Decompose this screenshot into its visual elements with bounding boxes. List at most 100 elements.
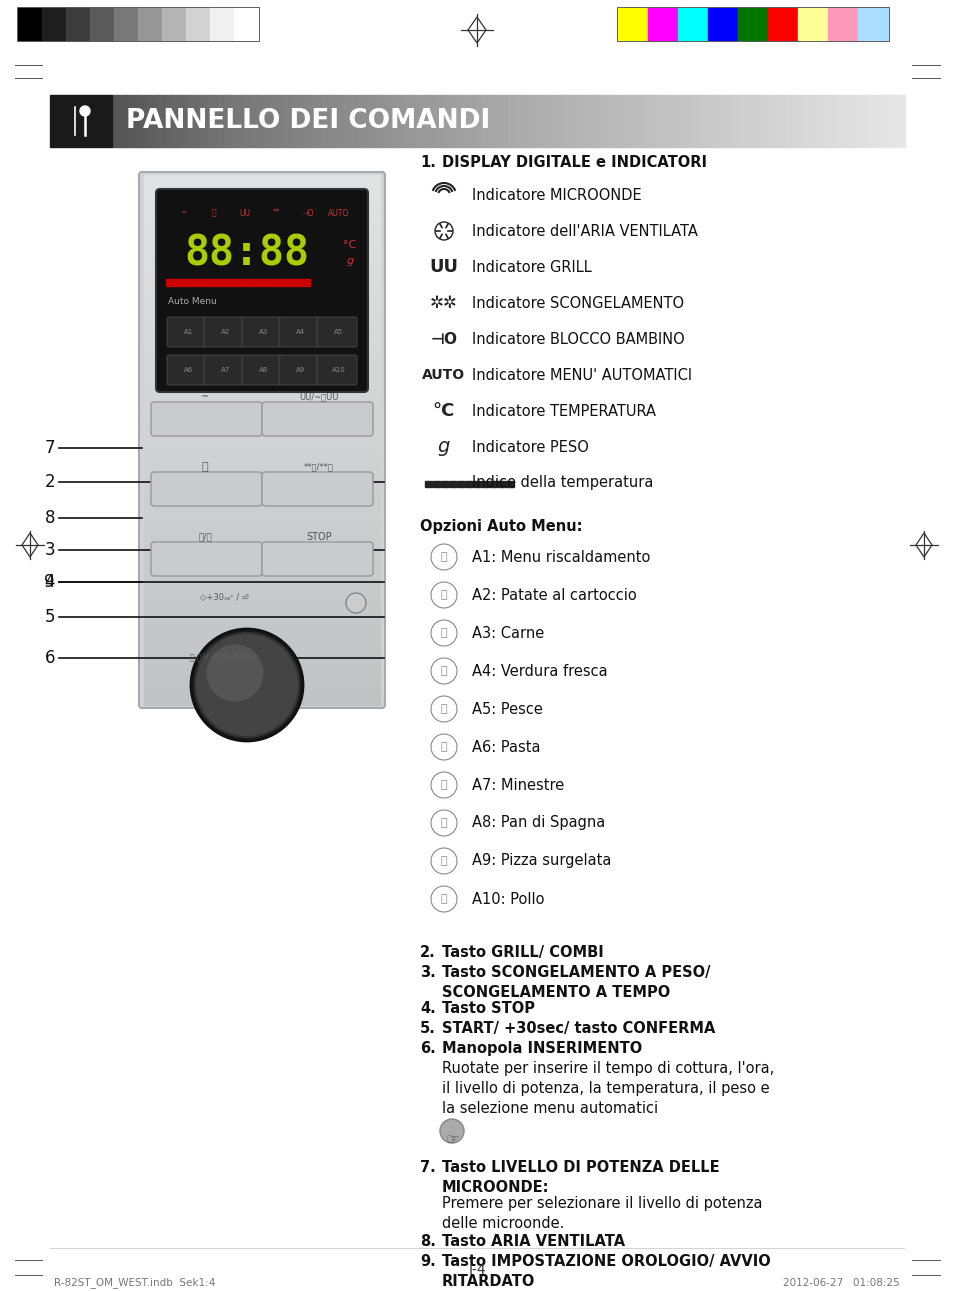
Bar xyxy=(271,96,277,147)
Bar xyxy=(488,96,496,147)
Bar xyxy=(733,96,740,147)
Text: AUTO: AUTO xyxy=(328,209,349,217)
Text: 1.: 1. xyxy=(419,155,436,170)
Bar xyxy=(456,482,463,487)
Bar xyxy=(442,96,449,147)
Bar xyxy=(178,96,185,147)
Bar xyxy=(144,453,379,466)
Text: 2.: 2. xyxy=(419,945,436,961)
Text: g: g xyxy=(346,256,354,266)
Bar xyxy=(144,320,379,334)
Bar xyxy=(144,546,379,559)
Bar xyxy=(678,8,707,40)
Bar xyxy=(356,96,363,147)
Bar xyxy=(132,96,139,147)
Text: START/ +30sec/ tasto CONFERMA: START/ +30sec/ tasto CONFERMA xyxy=(441,1021,715,1035)
Text: ⎈: ⎈ xyxy=(201,462,208,473)
Bar xyxy=(166,279,178,287)
Bar xyxy=(402,96,410,147)
Text: 3: 3 xyxy=(45,541,55,559)
Bar xyxy=(283,279,294,287)
Bar xyxy=(144,466,379,480)
Bar xyxy=(144,254,379,267)
Bar xyxy=(508,96,515,147)
Bar xyxy=(125,96,132,147)
Circle shape xyxy=(439,1119,463,1143)
Text: 7: 7 xyxy=(45,439,55,457)
Bar xyxy=(456,96,462,147)
Bar xyxy=(231,96,238,147)
Bar xyxy=(138,96,146,147)
Bar xyxy=(501,96,509,147)
Bar xyxy=(118,96,126,147)
Bar xyxy=(653,96,660,147)
Bar xyxy=(614,96,620,147)
Bar xyxy=(851,96,859,147)
Bar xyxy=(17,6,258,41)
Bar xyxy=(620,96,627,147)
FancyBboxPatch shape xyxy=(156,188,368,392)
Text: 4: 4 xyxy=(45,573,55,591)
Bar xyxy=(270,279,282,287)
Bar xyxy=(310,96,317,147)
Bar xyxy=(197,96,205,147)
Text: 9: 9 xyxy=(45,573,55,591)
Bar xyxy=(739,96,746,147)
Bar xyxy=(323,96,331,147)
Text: ~: ~ xyxy=(201,392,209,402)
Bar xyxy=(495,96,502,147)
Bar xyxy=(144,227,379,241)
Bar xyxy=(370,96,376,147)
Text: ⎈: ⎈ xyxy=(440,893,447,904)
Bar xyxy=(144,625,379,639)
Bar xyxy=(825,96,832,147)
Text: ⊣O: ⊣O xyxy=(430,332,457,346)
FancyBboxPatch shape xyxy=(316,318,356,347)
Text: A9: A9 xyxy=(296,367,305,373)
FancyBboxPatch shape xyxy=(278,318,318,347)
Bar xyxy=(819,96,825,147)
Text: ⎈: ⎈ xyxy=(440,553,447,562)
Text: A3: Carne: A3: Carne xyxy=(472,626,543,640)
Bar xyxy=(144,400,379,413)
Text: 6: 6 xyxy=(45,649,55,667)
Text: A8: Pan di Spagna: A8: Pan di Spagna xyxy=(472,816,604,830)
Text: ⎈: ⎈ xyxy=(440,818,447,828)
Text: A4: A4 xyxy=(296,329,305,334)
FancyBboxPatch shape xyxy=(242,355,282,385)
Bar xyxy=(416,96,422,147)
Bar xyxy=(244,96,251,147)
Text: ⎈: ⎈ xyxy=(440,666,447,676)
Bar xyxy=(700,96,706,147)
Text: Indicatore SCONGELAMENTO: Indicatore SCONGELAMENTO xyxy=(472,296,683,311)
Bar xyxy=(634,96,640,147)
Bar xyxy=(891,96,898,147)
Bar xyxy=(158,96,165,147)
Bar xyxy=(580,96,588,147)
Text: A2: Patate al cartoccio: A2: Patate al cartoccio xyxy=(472,587,636,603)
Bar xyxy=(659,96,667,147)
Text: A10: Pollo: A10: Pollo xyxy=(472,892,544,906)
Text: Tasto SCONGELAMENTO A PESO/
SCONGELAMENTO A TEMPO: Tasto SCONGELAMENTO A PESO/ SCONGELAMENT… xyxy=(441,964,710,999)
Bar xyxy=(607,96,614,147)
Bar xyxy=(767,8,797,40)
Text: A10: A10 xyxy=(332,367,346,373)
Bar xyxy=(600,96,607,147)
Bar xyxy=(707,8,738,40)
Text: A3: A3 xyxy=(259,329,269,334)
Bar xyxy=(145,96,152,147)
Bar xyxy=(144,201,379,214)
Text: DISPLAY DIGITALE e INDICATORI: DISPLAY DIGITALE e INDICATORI xyxy=(441,155,706,170)
Text: A6: A6 xyxy=(184,367,193,373)
Bar xyxy=(548,96,555,147)
Text: UU: UU xyxy=(239,209,251,217)
Bar xyxy=(363,96,370,147)
Text: 8: 8 xyxy=(45,509,55,527)
Bar xyxy=(424,482,432,487)
Text: 3.: 3. xyxy=(419,964,436,980)
Bar xyxy=(144,373,379,387)
Text: ⎈: ⎈ xyxy=(440,780,447,790)
Bar xyxy=(489,482,496,487)
Bar xyxy=(224,96,232,147)
Bar xyxy=(144,479,379,493)
